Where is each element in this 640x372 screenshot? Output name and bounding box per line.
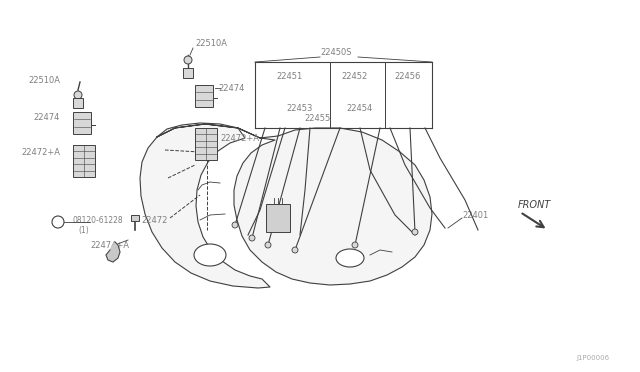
Ellipse shape <box>336 249 364 267</box>
Text: 22456: 22456 <box>395 71 421 80</box>
Polygon shape <box>140 123 270 288</box>
Text: 22510A: 22510A <box>28 76 60 84</box>
Circle shape <box>74 91 82 99</box>
Text: 22474: 22474 <box>218 83 244 93</box>
Circle shape <box>265 242 271 248</box>
Text: 22510A: 22510A <box>195 38 227 48</box>
Text: 22472: 22472 <box>141 215 168 224</box>
Bar <box>73 112 91 134</box>
Text: 22474: 22474 <box>34 112 60 122</box>
Circle shape <box>184 56 192 64</box>
Circle shape <box>249 235 255 241</box>
Text: B: B <box>56 219 60 225</box>
Text: 22455: 22455 <box>305 113 331 122</box>
Text: (1): (1) <box>78 225 89 234</box>
Bar <box>73 98 83 108</box>
Text: FRONT: FRONT <box>518 200 551 210</box>
Circle shape <box>52 216 64 228</box>
Circle shape <box>292 247 298 253</box>
Bar <box>195 128 217 160</box>
Bar <box>73 145 95 177</box>
Circle shape <box>352 242 358 248</box>
Text: 22474+A: 22474+A <box>90 241 129 250</box>
Text: J1P00006: J1P00006 <box>577 355 610 361</box>
Text: 22472+A: 22472+A <box>21 148 60 157</box>
Text: 22451: 22451 <box>277 71 303 80</box>
Text: 22454: 22454 <box>347 103 373 112</box>
Bar <box>195 85 213 107</box>
Text: 22453: 22453 <box>287 103 313 112</box>
Circle shape <box>412 229 418 235</box>
Polygon shape <box>106 242 120 262</box>
Circle shape <box>232 222 238 228</box>
Bar <box>131 215 139 221</box>
Text: 08120-61228: 08120-61228 <box>72 215 123 224</box>
Polygon shape <box>157 124 432 285</box>
Bar <box>266 204 290 232</box>
Text: 22452: 22452 <box>342 71 368 80</box>
Bar <box>183 68 193 78</box>
Text: 22450S: 22450S <box>320 48 351 57</box>
Ellipse shape <box>194 244 226 266</box>
Text: 22401: 22401 <box>462 211 488 219</box>
Text: 22472+A: 22472+A <box>220 134 259 142</box>
